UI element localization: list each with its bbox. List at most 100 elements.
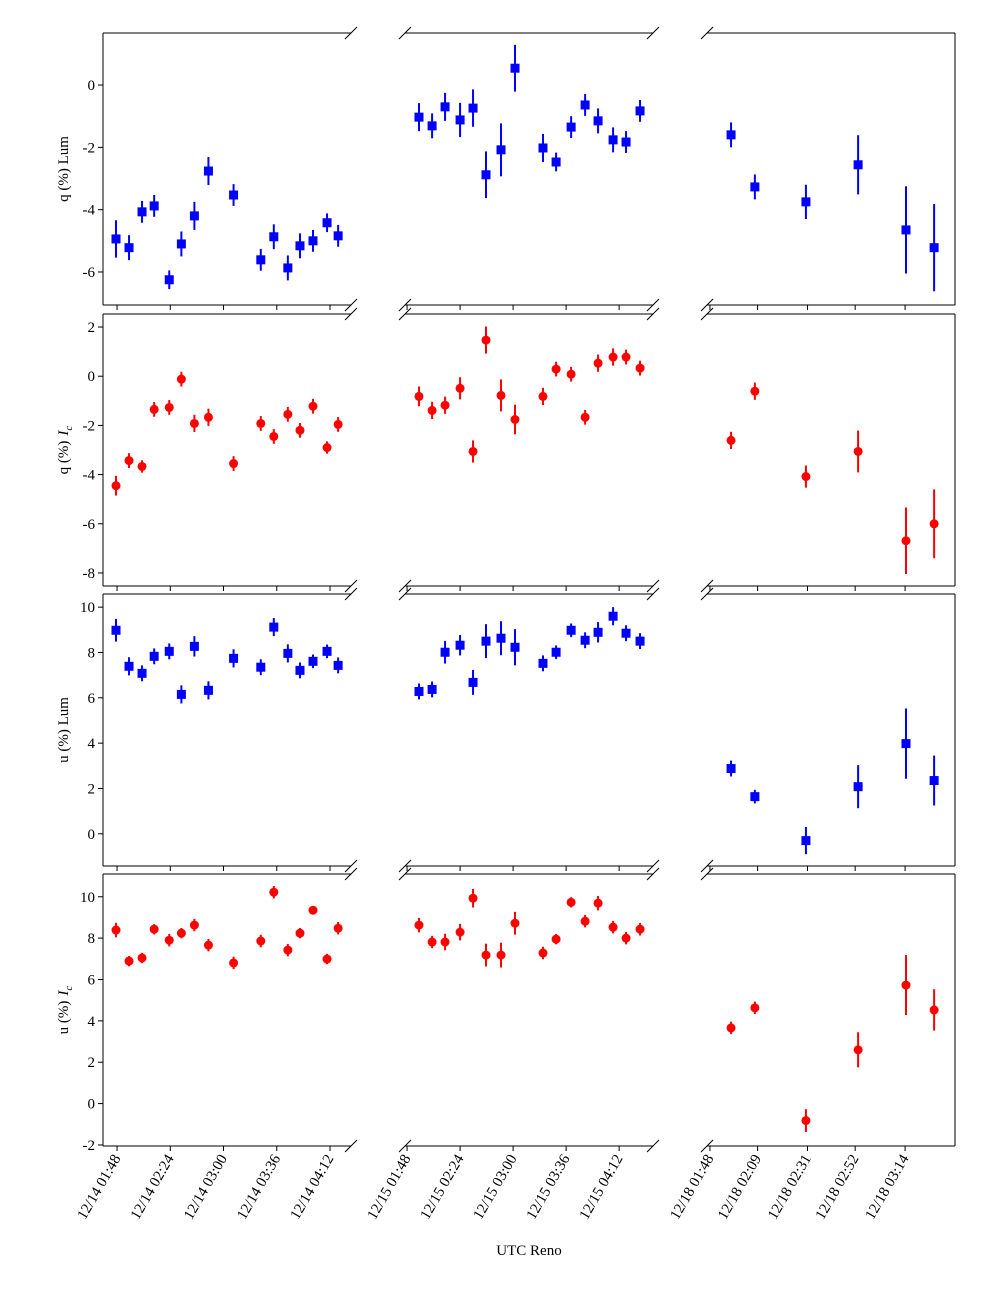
data-point: [750, 182, 760, 192]
data-point: [414, 112, 424, 122]
data-point: [801, 1116, 811, 1126]
axis-break: [344, 26, 358, 40]
data-point: [283, 945, 293, 955]
axis-break: [344, 859, 358, 873]
data-point: [269, 431, 279, 441]
data-point: [801, 197, 811, 207]
data-point: [853, 782, 863, 792]
axis-break: [398, 298, 412, 312]
data-point: [111, 481, 121, 491]
data-point: [538, 391, 548, 401]
data-point: [750, 792, 760, 802]
y-axis-label-subscript: c: [63, 986, 75, 991]
data-point: [269, 622, 279, 632]
axis-break: [646, 307, 660, 321]
x-tick-label: 12/14 01:48: [75, 1152, 125, 1222]
y-tick-label: -6: [83, 517, 96, 533]
data-point: [269, 232, 279, 242]
data-point: [551, 647, 561, 657]
data-point: [608, 135, 618, 145]
data-point: [149, 924, 159, 934]
data-point: [322, 646, 332, 656]
data-point: [853, 160, 863, 170]
data-point: [203, 940, 213, 950]
y-tick-label: 0: [88, 369, 96, 385]
data-point: [111, 925, 121, 935]
data-point: [566, 625, 576, 635]
data-point: [481, 636, 491, 646]
axis-break: [344, 867, 358, 881]
axis-break: [344, 307, 358, 321]
data-point: [322, 443, 332, 453]
data-point: [608, 611, 618, 621]
data-point: [283, 648, 293, 658]
data-point: [176, 928, 186, 938]
data-point: [440, 647, 450, 657]
data-point: [455, 383, 465, 393]
data-point: [295, 241, 305, 251]
y-axis-label: q (%) Lum: [56, 136, 72, 202]
data-point: [189, 211, 199, 221]
axis-break: [700, 587, 714, 601]
data-point: [111, 234, 121, 244]
x-tick-label: 12/15 04:12: [577, 1152, 627, 1222]
y-tick-label: -2: [83, 140, 96, 156]
axis-break: [646, 579, 660, 593]
data-point: [283, 409, 293, 419]
data-point: [137, 953, 147, 963]
data-point: [455, 640, 465, 650]
data-point: [566, 369, 576, 379]
y-axis-label-text: u (%) Lum: [56, 697, 72, 763]
data-point: [149, 404, 159, 414]
data-point: [901, 980, 911, 990]
data-point: [256, 418, 266, 428]
data-point: [427, 121, 437, 131]
axis-break: [700, 298, 714, 312]
data-point: [440, 937, 450, 947]
data-point: [308, 656, 318, 666]
y-axis-label-text: q (%) Lum: [56, 136, 72, 202]
axis-break: [398, 1139, 412, 1153]
y-tick-label: 2: [88, 320, 96, 336]
data-point: [455, 927, 465, 937]
data-point: [164, 275, 174, 285]
x-tick-label: 12/18 03:14: [863, 1152, 913, 1223]
y-tick-label: 6: [88, 972, 96, 988]
x-axis-label: UTC Reno: [496, 1243, 561, 1259]
data-point: [481, 950, 491, 960]
data-point: [496, 950, 506, 960]
data-point: [726, 1023, 736, 1033]
data-point: [593, 627, 603, 637]
axis-break: [646, 587, 660, 601]
axis-break: [398, 579, 412, 593]
data-point: [427, 937, 437, 947]
data-point: [496, 633, 506, 643]
data-point: [333, 923, 343, 933]
data-point: [427, 684, 437, 694]
x-tick-label: 12/18 01:48: [668, 1152, 718, 1222]
data-point: [496, 145, 506, 155]
data-point: [203, 412, 213, 422]
y-tick-label: -6: [83, 265, 96, 281]
x-tick-label: 12/15 03:00: [471, 1152, 521, 1222]
data-point: [481, 170, 491, 180]
data-point: [593, 116, 603, 126]
y-axis-label: u (%) Ic: [56, 986, 75, 1035]
data-point: [635, 636, 645, 646]
x-tick-label: 12/14 02:24: [128, 1152, 178, 1223]
data-point: [853, 1045, 863, 1055]
data-point: [468, 677, 478, 687]
axis-break: [344, 587, 358, 601]
data-point: [229, 958, 239, 968]
data-point: [111, 625, 121, 635]
data-point: [538, 658, 548, 668]
axis-break: [700, 859, 714, 873]
data-point: [608, 352, 618, 362]
data-point: [414, 920, 424, 930]
data-point: [580, 916, 590, 926]
data-point: [164, 935, 174, 945]
data-point: [269, 887, 279, 897]
data-point: [621, 352, 631, 362]
y-tick-label: 2: [88, 781, 96, 797]
